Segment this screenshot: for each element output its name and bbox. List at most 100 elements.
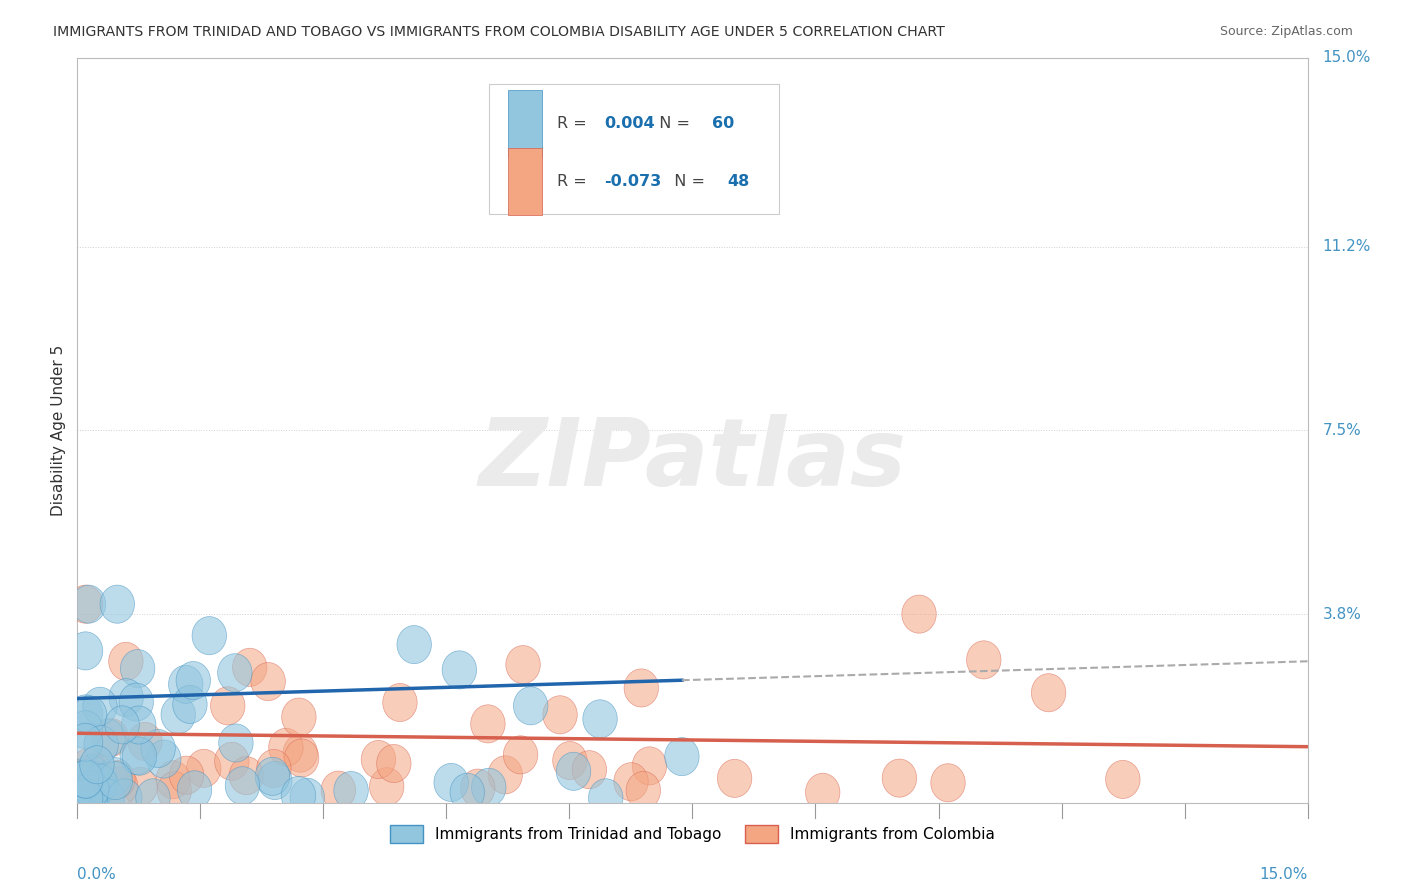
Ellipse shape	[229, 756, 264, 795]
Ellipse shape	[69, 711, 103, 748]
Ellipse shape	[83, 687, 117, 725]
Ellipse shape	[72, 748, 105, 787]
Ellipse shape	[107, 779, 142, 817]
Ellipse shape	[284, 739, 319, 777]
Ellipse shape	[105, 706, 139, 744]
Ellipse shape	[333, 772, 368, 810]
Text: Source: ZipAtlas.com: Source: ZipAtlas.com	[1219, 25, 1353, 38]
Ellipse shape	[461, 769, 495, 807]
Ellipse shape	[441, 651, 477, 689]
Ellipse shape	[97, 757, 132, 796]
Ellipse shape	[141, 730, 176, 768]
Ellipse shape	[128, 723, 162, 761]
Ellipse shape	[69, 632, 103, 670]
Ellipse shape	[73, 755, 108, 793]
Ellipse shape	[572, 751, 606, 789]
Ellipse shape	[543, 696, 578, 734]
Ellipse shape	[211, 687, 245, 725]
Ellipse shape	[73, 760, 108, 798]
Ellipse shape	[382, 683, 418, 722]
Ellipse shape	[75, 771, 110, 809]
Ellipse shape	[257, 749, 291, 788]
Text: 15.0%: 15.0%	[1323, 51, 1371, 65]
Text: N =: N =	[664, 174, 710, 189]
Ellipse shape	[290, 778, 325, 816]
Ellipse shape	[361, 740, 395, 779]
Ellipse shape	[370, 768, 404, 805]
Ellipse shape	[283, 734, 318, 772]
Ellipse shape	[553, 741, 588, 780]
Ellipse shape	[471, 768, 506, 806]
Ellipse shape	[717, 759, 752, 797]
Ellipse shape	[121, 706, 156, 744]
Ellipse shape	[232, 648, 267, 686]
Ellipse shape	[156, 761, 190, 799]
Text: 60: 60	[713, 116, 734, 130]
Ellipse shape	[103, 767, 138, 805]
Text: 0.0%: 0.0%	[77, 867, 117, 882]
Ellipse shape	[169, 756, 204, 794]
Ellipse shape	[69, 760, 103, 798]
Ellipse shape	[256, 757, 290, 796]
Text: 48: 48	[727, 174, 749, 189]
Ellipse shape	[665, 738, 699, 776]
Ellipse shape	[69, 760, 103, 798]
Ellipse shape	[557, 752, 591, 790]
Ellipse shape	[321, 771, 356, 809]
Ellipse shape	[806, 773, 839, 812]
Ellipse shape	[506, 646, 540, 683]
Ellipse shape	[589, 779, 623, 817]
Ellipse shape	[79, 754, 112, 791]
Ellipse shape	[122, 737, 156, 775]
Ellipse shape	[80, 746, 114, 784]
Text: 15.0%: 15.0%	[1260, 867, 1308, 882]
Legend: Immigrants from Trinidad and Tobago, Immigrants from Colombia: Immigrants from Trinidad and Tobago, Imm…	[384, 819, 1001, 849]
Ellipse shape	[193, 616, 226, 655]
Ellipse shape	[931, 764, 966, 802]
Text: IMMIGRANTS FROM TRINIDAD AND TOBAGO VS IMMIGRANTS FROM COLOMBIA DISABILITY AGE U: IMMIGRANTS FROM TRINIDAD AND TOBAGO VS I…	[53, 25, 945, 39]
Ellipse shape	[966, 640, 1001, 679]
Ellipse shape	[614, 763, 648, 801]
Text: 7.5%: 7.5%	[1323, 423, 1361, 438]
Ellipse shape	[225, 766, 260, 805]
Ellipse shape	[281, 698, 316, 736]
Ellipse shape	[121, 649, 155, 688]
Ellipse shape	[177, 771, 212, 809]
Ellipse shape	[84, 764, 118, 803]
Ellipse shape	[84, 725, 118, 764]
Ellipse shape	[219, 724, 253, 762]
Text: R =: R =	[557, 174, 592, 189]
Ellipse shape	[157, 772, 191, 810]
Ellipse shape	[101, 761, 135, 798]
Ellipse shape	[257, 762, 292, 799]
Ellipse shape	[69, 779, 103, 817]
Ellipse shape	[513, 687, 548, 725]
Bar	[508, 89, 543, 157]
Text: -0.073: -0.073	[605, 174, 661, 189]
Ellipse shape	[488, 756, 523, 794]
Ellipse shape	[136, 779, 170, 817]
Y-axis label: Disability Age Under 5: Disability Age Under 5	[51, 345, 66, 516]
Ellipse shape	[120, 737, 155, 775]
Text: N =: N =	[650, 116, 696, 130]
Ellipse shape	[72, 772, 105, 810]
Ellipse shape	[450, 773, 485, 812]
Text: 11.2%: 11.2%	[1323, 239, 1371, 254]
Ellipse shape	[173, 685, 207, 723]
Ellipse shape	[169, 665, 202, 704]
Ellipse shape	[187, 749, 221, 788]
Ellipse shape	[98, 762, 132, 799]
Ellipse shape	[434, 764, 468, 802]
Ellipse shape	[583, 700, 617, 738]
Ellipse shape	[90, 779, 125, 817]
Text: 0.004: 0.004	[605, 116, 655, 130]
Ellipse shape	[396, 625, 432, 664]
Ellipse shape	[108, 679, 143, 717]
Ellipse shape	[176, 662, 211, 699]
Ellipse shape	[72, 696, 107, 734]
Bar	[508, 148, 543, 215]
Ellipse shape	[633, 747, 666, 785]
Ellipse shape	[471, 705, 505, 743]
Ellipse shape	[94, 719, 128, 756]
Ellipse shape	[69, 723, 103, 762]
